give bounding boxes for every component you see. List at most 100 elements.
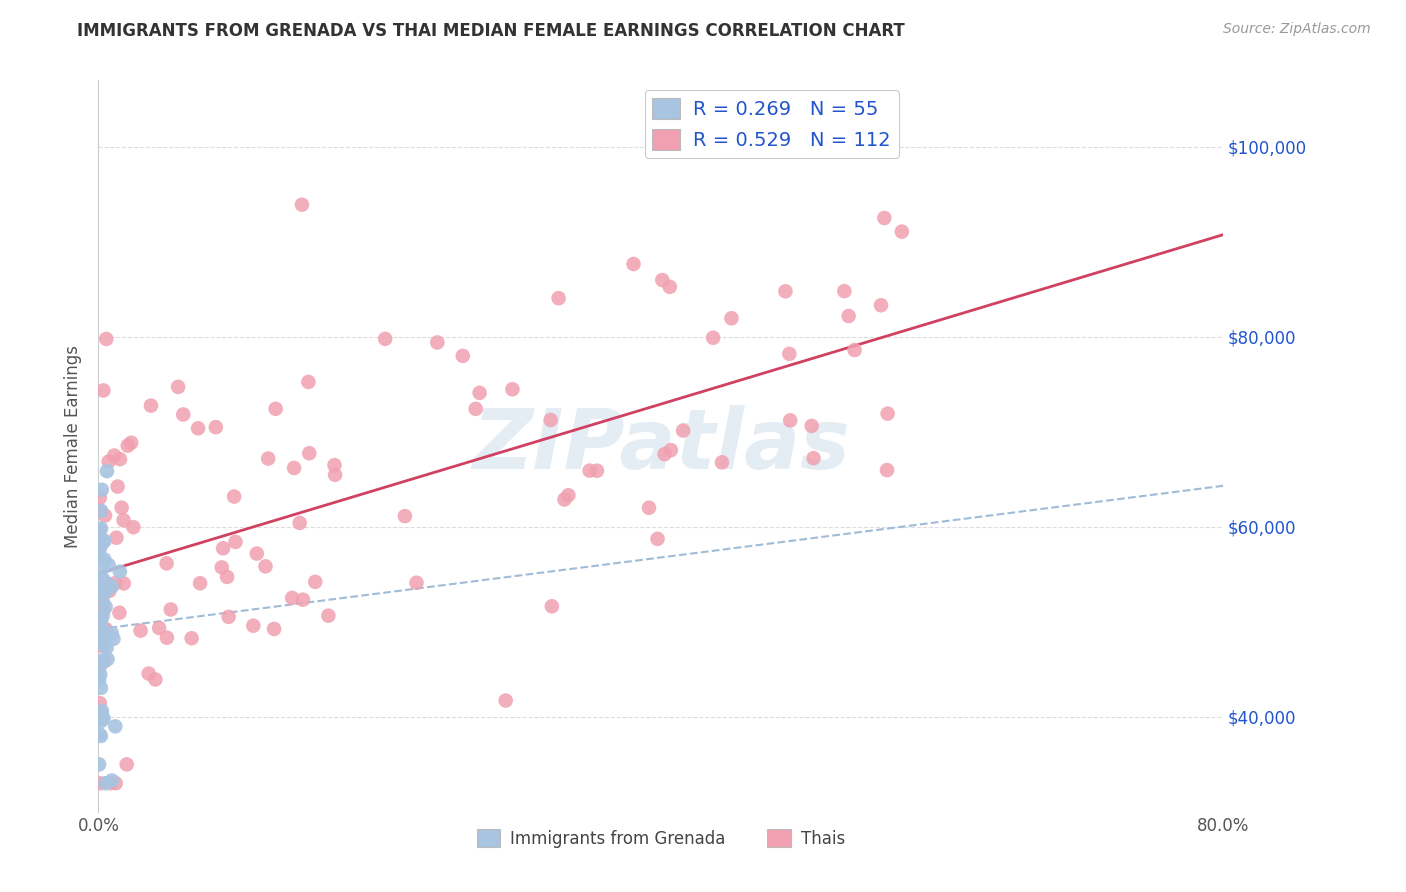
Point: [89, 491, 111, 505]
Point: [91, 653, 114, 667]
Point: [291, 592, 314, 607]
Point: [547, 291, 569, 305]
Point: [224, 490, 246, 504]
Point: [890, 225, 912, 239]
Legend: Immigrants from Grenada, Thais: Immigrants from Grenada, Thais: [470, 822, 852, 855]
Point: [104, 719, 127, 733]
Point: [138, 666, 160, 681]
Point: [658, 280, 681, 294]
Point: [100, 626, 122, 640]
Point: [148, 621, 170, 635]
Point: [156, 631, 179, 645]
Point: [800, 418, 823, 433]
Point: [89, 757, 111, 772]
Point: [873, 211, 896, 225]
Point: [89, 673, 111, 687]
Point: [94, 622, 117, 636]
Point: [91, 593, 114, 607]
Point: [94, 575, 117, 590]
Point: [212, 541, 235, 556]
Point: [101, 773, 124, 788]
Point: [91, 631, 114, 645]
Point: [89, 660, 111, 674]
Point: [94, 508, 117, 523]
Point: [291, 197, 314, 211]
Point: [188, 576, 211, 591]
Point: [89, 620, 111, 634]
Point: [104, 576, 127, 591]
Point: [838, 309, 860, 323]
Point: [89, 667, 111, 681]
Point: [93, 712, 115, 726]
Point: [89, 523, 111, 537]
Point: [94, 599, 117, 614]
Point: [651, 273, 673, 287]
Point: [89, 539, 111, 553]
Point: [156, 557, 179, 571]
Point: [281, 591, 304, 605]
Point: [211, 560, 233, 574]
Point: [110, 500, 132, 515]
Point: [93, 585, 115, 599]
Text: IMMIGRANTS FROM GRENADA VS THAI MEDIAN FEMALE EARNINGS CORRELATION CHART: IMMIGRANTS FROM GRENADA VS THAI MEDIAN F…: [77, 22, 905, 40]
Point: [288, 516, 311, 530]
Point: [97, 558, 120, 572]
Point: [702, 331, 724, 345]
Point: [242, 618, 264, 632]
Point: [90, 707, 112, 722]
Point: [94, 654, 117, 668]
Point: [779, 413, 801, 427]
Point: [105, 531, 128, 545]
Point: [638, 500, 661, 515]
Point: [224, 535, 246, 549]
Point: [464, 401, 486, 416]
Point: [91, 535, 114, 549]
Point: [257, 451, 280, 466]
Point: [495, 693, 517, 707]
Point: [557, 488, 579, 502]
Point: [187, 421, 209, 435]
Point: [89, 713, 111, 727]
Point: [246, 547, 269, 561]
Point: [103, 632, 125, 646]
Point: [122, 520, 145, 534]
Point: [218, 610, 240, 624]
Point: [143, 673, 166, 687]
Point: [323, 467, 346, 482]
Point: [112, 513, 135, 527]
Point: [672, 424, 695, 438]
Point: [108, 452, 131, 467]
Point: [90, 483, 112, 497]
Point: [217, 570, 239, 584]
Point: [120, 435, 142, 450]
Point: [90, 714, 112, 728]
Point: [870, 298, 893, 312]
Point: [139, 399, 162, 413]
Point: [647, 532, 669, 546]
Point: [100, 776, 122, 790]
Point: [468, 385, 491, 400]
Point: [318, 608, 340, 623]
Point: [90, 614, 112, 628]
Point: [94, 776, 117, 790]
Point: [94, 638, 117, 652]
Point: [91, 628, 114, 642]
Point: [89, 595, 111, 609]
Point: [876, 407, 898, 421]
Point: [91, 608, 114, 623]
Point: [96, 640, 118, 655]
Point: [159, 602, 181, 616]
Point: [91, 572, 114, 586]
Point: [394, 509, 416, 524]
Point: [108, 606, 131, 620]
Point: [90, 611, 112, 625]
Point: [93, 552, 115, 566]
Point: [104, 776, 127, 790]
Point: [89, 696, 111, 710]
Point: [90, 585, 112, 599]
Point: [541, 599, 564, 614]
Point: [94, 623, 117, 637]
Point: [89, 654, 111, 668]
Point: [91, 561, 114, 575]
Point: [374, 332, 396, 346]
